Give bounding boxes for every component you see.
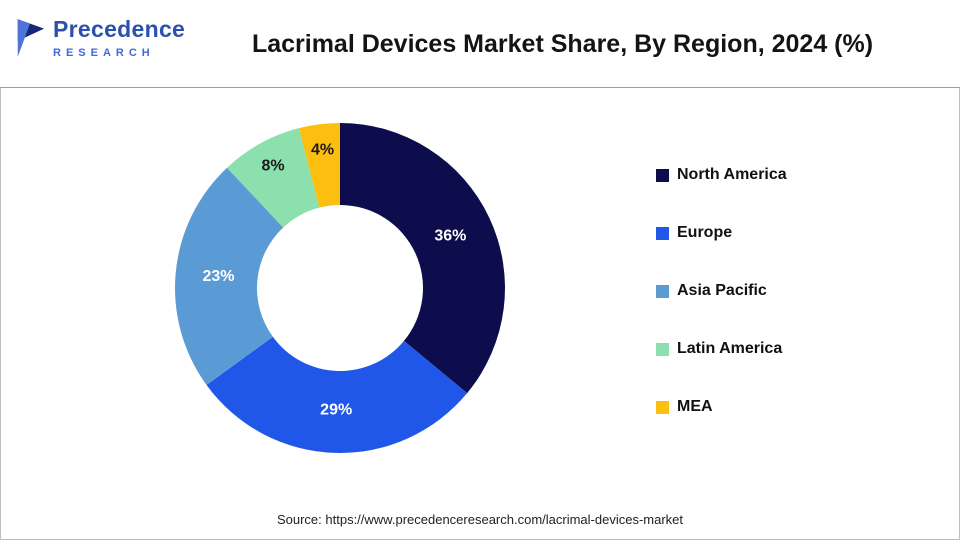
legend-item-mea: MEA <box>656 396 787 418</box>
logo-line1: Precedence <box>53 16 186 42</box>
donut-slice-europe <box>206 336 468 453</box>
legend-item-latin-america: Latin America <box>656 338 787 360</box>
legend-swatch-latin-america <box>656 342 669 356</box>
chart-area: 36% 29% 23% 8% 4% North America Europe Asia Pa… <box>0 88 960 540</box>
slice-value-label-mea: 4% <box>311 142 334 159</box>
legend: North America Europe Asia Pacific Latin Ame… <box>656 164 787 418</box>
donut-slice-north-america <box>340 123 505 394</box>
legend-swatch-europe <box>656 226 669 240</box>
logo-icon <box>17 19 45 57</box>
logo-line2: RESEARCH <box>53 47 155 59</box>
page-title: Lacrimal Devices Market Share, By Region… <box>251 29 874 58</box>
slice-value-label-north-america: 36% <box>434 228 466 245</box>
legend-item-asia-pacific: Asia Pacific <box>656 280 787 302</box>
legend-item-europe: Europe <box>656 222 787 244</box>
legend-label-north-america: North America <box>677 166 787 183</box>
donut-chart: 36% 29% 23% 8% 4% <box>175 123 505 453</box>
donut-slice-asia-pacific <box>175 167 284 385</box>
legend-label-mea: MEA <box>677 398 713 415</box>
slice-value-label-europe: 29% <box>320 401 352 418</box>
source-text: Source: https://www.precedenceresearch.c… <box>276 512 684 527</box>
slice-value-label-latin-america: 8% <box>261 158 284 175</box>
logo: Precedence RESEARCH <box>14 16 185 62</box>
slice-value-label-asia-pacific: 23% <box>202 268 234 285</box>
donut-slice-mea <box>298 123 340 208</box>
legend-item-north-america: North America <box>656 164 787 186</box>
legend-swatch-mea <box>656 400 669 414</box>
donut-slice-latin-america <box>227 128 320 228</box>
header: Precedence RESEARCH Lacrimal Devices Mar… <box>0 0 960 88</box>
legend-label-europe: Europe <box>677 224 733 241</box>
legend-swatch-asia-pacific <box>656 284 669 298</box>
legend-label-latin-america: Latin America <box>677 340 783 357</box>
logo-text: Precedence RESEARCH <box>53 16 185 59</box>
legend-swatch-north-america <box>656 168 669 182</box>
legend-label-asia-pacific: Asia Pacific <box>677 282 767 299</box>
